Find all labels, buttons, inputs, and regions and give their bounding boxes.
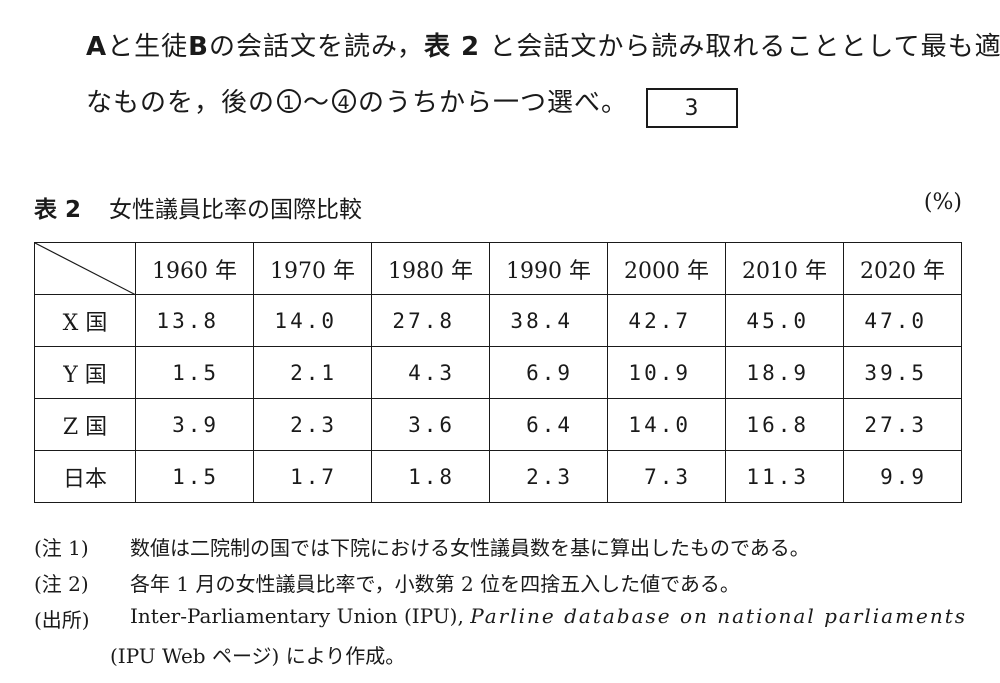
table-row: 日本 1.5 1.7 1.8 2.3 7.3 11.3 9.9: [34, 450, 962, 503]
corner-cell: [34, 242, 136, 295]
cell: 4.3: [371, 346, 490, 399]
question-text: と会話文から読み取れることとして最も適当: [480, 32, 1000, 62]
row-header: Z 国: [34, 398, 136, 451]
cell: 1.7: [253, 450, 372, 503]
cell: 47.0: [843, 294, 962, 347]
table-caption: 女性議員比率の国際比較: [109, 197, 363, 223]
column-header: 2000 年: [607, 242, 726, 295]
source-key: (出所): [34, 608, 90, 632]
cell: 14.0: [253, 294, 372, 347]
cell: 18.9: [725, 346, 844, 399]
row-header: 日本: [34, 450, 136, 503]
cell: 3.9: [135, 398, 254, 451]
source-org: Inter-Parliamentary Union (IPU),: [130, 604, 464, 628]
table-unit: (%): [923, 190, 962, 215]
question-text: なものを，後の: [86, 88, 276, 118]
cell: 6.4: [489, 398, 608, 451]
cell: 42.7: [607, 294, 726, 347]
cell: 27.8: [371, 294, 490, 347]
table-row: Z 国 3.9 2.3 3.6 6.4 14.0 16.8 27.3: [34, 398, 962, 451]
question-text: と生徒: [107, 32, 189, 62]
corner-diagonal: [35, 243, 136, 295]
answer-box[interactable]: 3: [646, 88, 739, 128]
cell: 2.3: [489, 450, 608, 503]
cell: 1.8: [371, 450, 490, 503]
column-header: 2010 年: [725, 242, 844, 295]
cell: 38.4: [489, 294, 608, 347]
question-line-1: Aと生徒Bの会話文を読み，表 2 と会話文から読み取れることとして最も適当: [86, 26, 1000, 63]
cell: 6.9: [489, 346, 608, 399]
source-text: Inter-Parliamentary Union (IPU), Parline…: [130, 604, 967, 628]
column-header: 1990 年: [489, 242, 608, 295]
source-line-2: (IPU Web ページ) により作成。: [110, 644, 406, 668]
cell: 39.5: [843, 346, 962, 399]
cell: 2.3: [253, 398, 372, 451]
data-table: 1960 年 1970 年 1980 年 1990 年 2000 年 2010 …: [34, 242, 962, 503]
table-ref: 表 2: [423, 32, 481, 62]
question-text: の会話文を読み，: [208, 32, 424, 62]
speaker-a: A: [86, 32, 108, 62]
question-line-2: なものを，後の 1 〜 4 のうちから一つ選べ。 3: [86, 82, 739, 128]
column-header: 2020 年: [843, 242, 962, 295]
note-key: (注 1): [34, 536, 89, 560]
note-key: (注 2): [34, 572, 89, 596]
cell: 13.8: [135, 294, 254, 347]
cell: 10.9: [607, 346, 726, 399]
cell: 1.5: [135, 450, 254, 503]
speaker-b: B: [188, 32, 209, 62]
note-text: 数値は二院制の国では下院における女性議員数を基に算出したものである。: [130, 536, 810, 560]
choice-4-marker: 4: [332, 89, 357, 114]
column-header: 1960 年: [135, 242, 254, 295]
table-row: Y 国 1.5 2.1 4.3 6.9 10.9 18.9 39.5: [34, 346, 962, 399]
column-header: 1980 年: [371, 242, 490, 295]
cell: 9.9: [843, 450, 962, 503]
table-row: X 国 13.8 14.0 27.8 38.4 42.7 45.0 47.0: [34, 294, 962, 347]
row-header: Y 国: [34, 346, 136, 399]
column-header: 1970 年: [253, 242, 372, 295]
cell: 7.3: [607, 450, 726, 503]
cell: 45.0: [725, 294, 844, 347]
header-row: 1960 年 1970 年 1980 年 1990 年 2000 年 2010 …: [34, 242, 962, 295]
source-database: Parline database on national parliaments: [470, 604, 968, 628]
cell: 11.3: [725, 450, 844, 503]
note-text: 各年 1 月の女性議員比率で，小数第 2 位を四捨五入した値である。: [130, 572, 740, 596]
choice-1-marker: 1: [277, 89, 302, 114]
row-header: X 国: [34, 294, 136, 347]
table-title: 表 2 女性議員比率の国際比較: [34, 190, 362, 224]
question-text: のうちから一つ選べ。: [358, 88, 629, 118]
tilde: 〜: [303, 88, 331, 118]
cell: 1.5: [135, 346, 254, 399]
cell: 16.8: [725, 398, 844, 451]
cell: 27.3: [843, 398, 962, 451]
cell: 14.0: [607, 398, 726, 451]
cell: 2.1: [253, 346, 372, 399]
cell: 3.6: [371, 398, 490, 451]
table-label: 表 2: [34, 197, 82, 223]
